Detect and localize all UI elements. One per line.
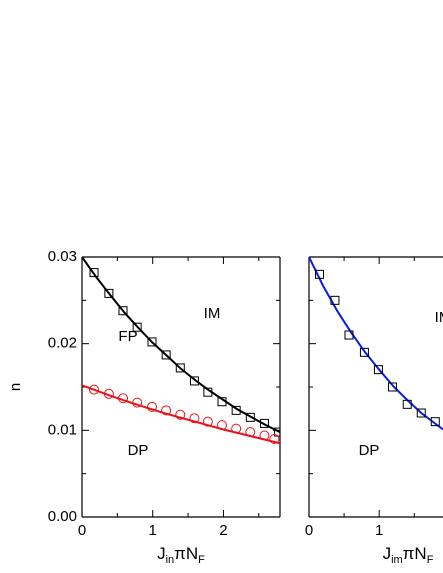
x-tick-label: 0 [78, 522, 86, 539]
square-marker [89, 268, 99, 278]
y-tick-label: 0.00 [48, 508, 77, 525]
circle-marker [103, 388, 114, 399]
circle-marker [175, 409, 186, 420]
square-marker [217, 397, 227, 407]
square-marker [416, 408, 426, 418]
fit-line [82, 257, 280, 433]
circle-marker [231, 423, 242, 434]
square-marker [132, 322, 142, 332]
y-tick-label: 0.02 [48, 335, 77, 352]
square-marker [203, 387, 213, 397]
square-marker [387, 382, 397, 392]
circle-marker [202, 416, 213, 427]
circle-marker [269, 434, 280, 444]
square-marker [373, 365, 383, 375]
circle-marker [89, 384, 100, 395]
x-label-sub: F [427, 554, 434, 566]
x-tick-label: 2 [219, 522, 227, 539]
square-marker [231, 405, 241, 415]
square-marker [189, 376, 199, 386]
y-tick-label: 0.01 [48, 421, 77, 438]
circle-marker [161, 405, 172, 416]
square-marker [344, 330, 354, 340]
square-marker [274, 427, 280, 437]
y-tick-label: 0.03 [48, 248, 77, 265]
square-marker [175, 363, 185, 373]
fit-line [309, 257, 443, 431]
circle-marker [217, 420, 228, 431]
x-axis-label: JimπNF [383, 544, 434, 565]
y-axis-label: n [7, 383, 24, 391]
circle-marker [118, 393, 129, 404]
square-marker [161, 350, 171, 360]
annotation: FP [118, 328, 137, 345]
circle-marker [147, 401, 158, 412]
square-marker [430, 417, 440, 427]
x-label-sub: im [391, 554, 403, 566]
x-axis-label: JinπNF [157, 544, 205, 565]
circle-marker [189, 413, 200, 424]
square-marker [315, 269, 325, 279]
annotation: IM [204, 305, 221, 322]
plot-area [82, 257, 280, 445]
square-marker [402, 399, 412, 409]
annotation: IM [435, 309, 443, 326]
x-tick-label: 1 [149, 522, 157, 539]
square-marker [118, 306, 128, 316]
square-marker [330, 295, 340, 305]
x-tick-label: 0 [305, 522, 313, 539]
x-label-main: J [157, 544, 166, 563]
x-tick-label: 1 [375, 522, 383, 539]
annotation: DP [359, 442, 380, 459]
x-label-sub: F [198, 554, 205, 566]
circle-marker [245, 427, 256, 438]
x-label-sub: in [166, 554, 175, 566]
circle-marker [132, 397, 143, 408]
x-label-main: πN [403, 544, 427, 563]
plot-area [309, 257, 443, 431]
x-label-main: πN [174, 544, 198, 563]
square-marker [359, 347, 369, 357]
square-marker [259, 418, 269, 428]
x-label-main: J [383, 544, 392, 563]
annotation: DP [128, 442, 149, 459]
circle-marker [259, 430, 270, 441]
square-marker [104, 288, 114, 298]
fit-line [82, 384, 280, 445]
square-marker [245, 412, 255, 422]
square-marker [147, 337, 157, 347]
